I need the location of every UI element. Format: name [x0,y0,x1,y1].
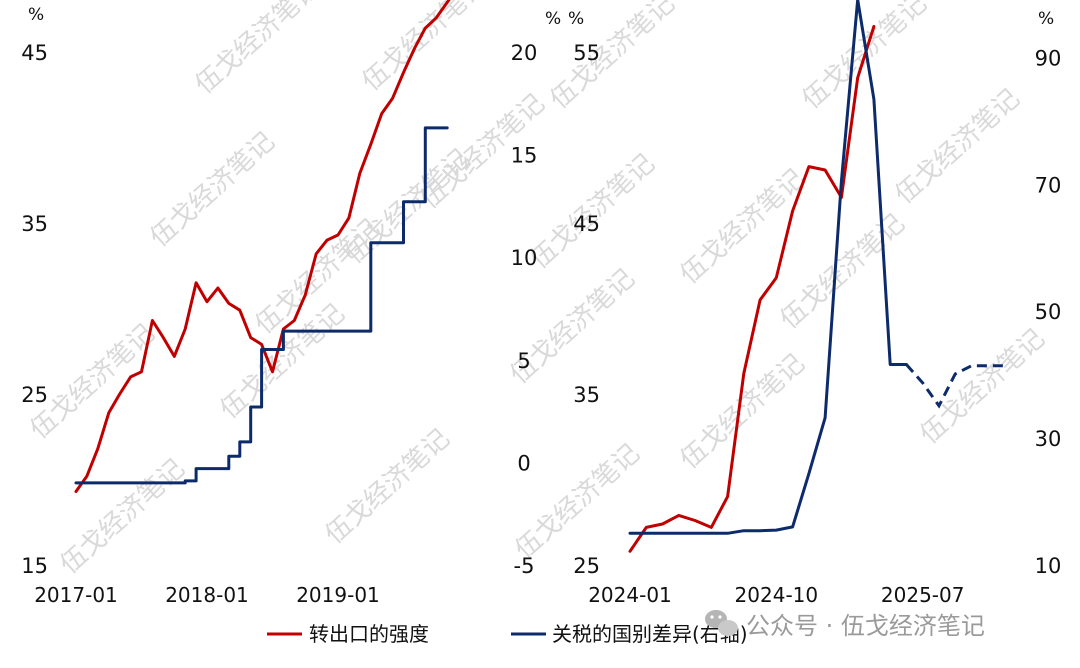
watermark-text: 伍戈经济笔记 [890,84,1026,211]
reexport-intensity-line [74,0,451,493]
reexport-intensity-line [628,24,876,553]
x-axis-tick-label: 2018-01 [165,583,249,607]
left-axis-tick-label: 55 [573,41,600,65]
right-axis-tick-label: 10 [511,246,538,270]
right-chart-right-unit: % [1038,9,1054,29]
left-axis-tick-label: 45 [573,212,600,236]
watermark-text: 伍戈经济笔记 [145,127,281,254]
watermark-text: 伍戈经济笔记 [545,0,681,115]
right-axis-tick-label: 70 [1035,173,1062,197]
right-axis-tick-label: 10 [1035,554,1062,578]
watermark-text: 伍戈经济笔记 [55,454,191,581]
x-axis-tick-label: 2019-01 [296,583,380,607]
left-axis-tick-label: 25 [573,554,600,578]
watermark-layer: 伍戈经济笔记伍戈经济笔记伍戈经济笔记伍戈经济笔记伍戈经济笔记伍戈经济笔记伍戈经济… [25,0,1051,580]
tariff-difference-projection-line [905,363,1004,409]
left-chart-right-unit: % [545,9,561,29]
watermark-text: 伍戈经济笔记 [190,0,326,100]
x-axis-tick-label: 2024-01 [588,583,672,607]
tariff-difference-line [628,0,908,535]
footer-text: 公众号 · 伍戈经济笔记 [746,612,985,640]
left-chart-panel: % % 45 35 25 15 20 15 10 5 0 -5 2017-01 2018-01 2019… [21,0,561,607]
footer-watermark: 公众号 · 伍戈经济笔记 [705,610,985,640]
right-axis-tick-label: 0 [517,451,530,475]
x-axis-tick-label: 2017-01 [34,583,118,607]
left-axis-tick-label: 35 [21,212,48,236]
x-axis-tick-label: 2025-07 [881,583,965,607]
right-axis-tick-label: 5 [517,349,530,373]
x-axis-tick-label: 2024-10 [735,583,819,607]
watermark-text: 伍戈经济笔记 [675,349,811,476]
watermark-text: 伍戈经济笔记 [775,209,911,336]
right-chart-panel: % % 55 45 35 25 90 70 50 30 10 2024-01 2024-10 2025… [568,0,1061,607]
right-axis-tick-label: -5 [514,554,535,578]
legend: 转出口的强度 关税的国别差异(右轴) [267,622,748,646]
left-axis-tick-label: 45 [21,41,48,65]
left-axis-tick-label: 25 [21,383,48,407]
watermark-text: 伍戈经济笔记 [357,0,493,97]
left-axis-tick-label: 35 [573,383,600,407]
left-chart-left-unit: % [28,5,44,25]
right-axis-tick-label: 15 [511,144,538,168]
right-axis-tick-label: 20 [511,41,538,65]
wechat-icon [705,610,738,636]
watermark-text: 伍戈经济笔记 [320,424,456,551]
right-axis-tick-label: 90 [1035,46,1062,70]
right-axis-tick-label: 50 [1035,300,1062,324]
tariff-difference-line [74,126,449,485]
left-axis-tick-label: 15 [21,554,48,578]
watermark-text: 伍戈经济笔记 [915,324,1051,451]
right-chart-left-unit: % [568,9,584,29]
legend-label-reexport: 转出口的强度 [309,622,429,646]
watermark-text: 伍戈经济笔记 [25,319,161,446]
right-axis-tick-label: 30 [1035,427,1062,451]
